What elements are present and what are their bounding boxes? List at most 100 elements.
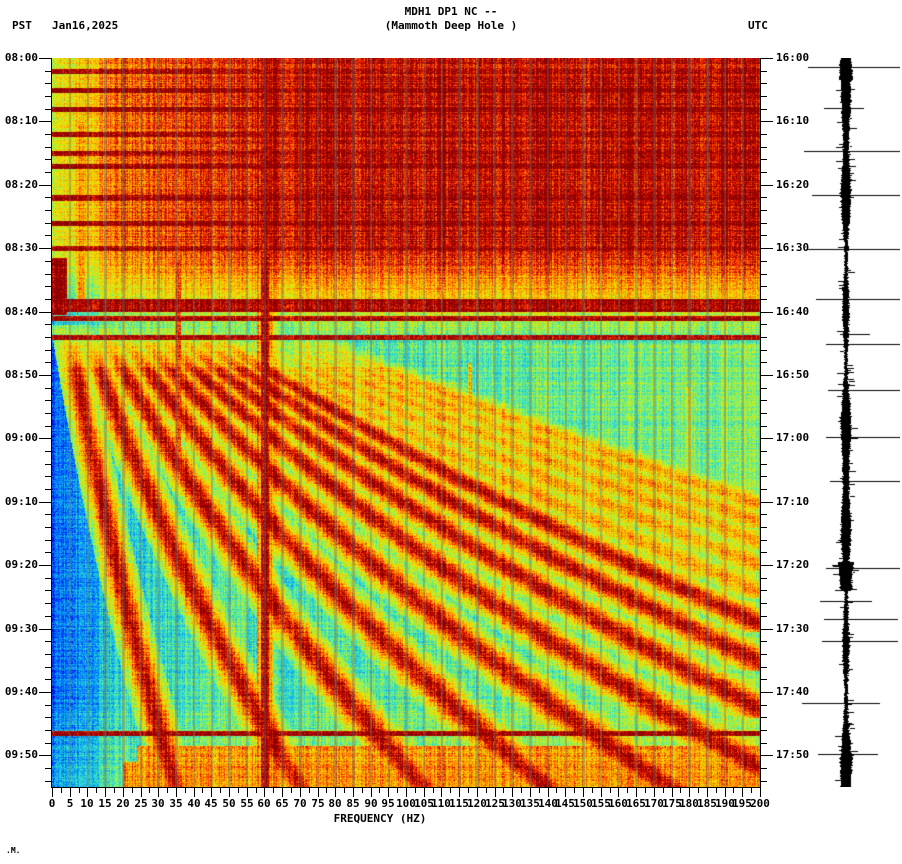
station-name-title: (Mammoth Deep Hole ) [384, 19, 518, 32]
minor-tick [45, 159, 51, 160]
minor-tick [45, 134, 51, 135]
freq-major-tick [194, 788, 195, 797]
station-code-title: MDH1 DP1 NC -- [404, 5, 498, 18]
left-time-tick-label: 08:20 [4, 178, 38, 191]
left-time-tick-label: 09:40 [4, 685, 38, 698]
freq-minor-tick [149, 788, 150, 793]
freq-major-tick [530, 788, 531, 797]
minor-tick [761, 388, 767, 389]
seismogram-trace-panel[interactable] [800, 58, 900, 787]
freq-minor-tick [202, 788, 203, 793]
y-axis-left [51, 58, 52, 788]
minor-tick [761, 426, 767, 427]
freq-major-tick [495, 788, 496, 797]
freq-tick-label: 20 [116, 797, 130, 810]
minor-tick [761, 400, 767, 401]
minor-tick [761, 223, 767, 224]
minor-tick [761, 362, 767, 363]
minor-tick [45, 717, 51, 718]
minor-tick [45, 235, 51, 236]
freq-tick-label: 30 [151, 797, 165, 810]
freq-minor-tick [273, 788, 274, 793]
right-time-tick-label: 17:50 [776, 748, 810, 761]
major-tick [39, 629, 51, 630]
freq-minor-tick [309, 788, 310, 793]
minor-tick [45, 451, 51, 452]
freq-minor-tick [486, 788, 487, 793]
freq-major-tick [618, 788, 619, 797]
freq-tick-label: 85 [346, 797, 360, 810]
minor-tick [761, 514, 767, 515]
freq-major-tick [760, 788, 761, 797]
right-time-tick-label: 17:40 [776, 685, 810, 698]
minor-tick [45, 413, 51, 414]
freq-minor-tick [167, 788, 168, 793]
freq-minor-tick [344, 788, 345, 793]
minor-tick [761, 603, 767, 604]
minor-tick [45, 679, 51, 680]
freq-tick-label: 10 [80, 797, 94, 810]
freq-major-tick [229, 788, 230, 797]
freq-major-tick [123, 788, 124, 797]
corner-mark: .M. [6, 846, 21, 855]
freq-minor-tick [185, 788, 186, 793]
minor-tick [761, 299, 767, 300]
minor-tick [761, 654, 767, 655]
minor-tick [761, 489, 767, 490]
minor-tick [45, 552, 51, 553]
minor-tick [45, 197, 51, 198]
minor-tick [761, 83, 767, 84]
freq-tick-label: 50 [222, 797, 236, 810]
minor-tick [45, 362, 51, 363]
freq-tick-label: 190 [715, 797, 735, 810]
freq-tick-label: 35 [169, 797, 183, 810]
minor-tick [761, 147, 767, 148]
freq-tick-label: 180 [679, 797, 699, 810]
freq-minor-tick [663, 788, 664, 793]
minor-tick [45, 426, 51, 427]
minor-tick [761, 274, 767, 275]
spectrogram-plot[interactable] [52, 58, 760, 787]
major-tick [39, 692, 51, 693]
freq-tick-label: 155 [591, 797, 611, 810]
freq-tick-label: 115 [449, 797, 469, 810]
left-time-tick-label: 08:40 [4, 305, 38, 318]
major-tick [39, 438, 51, 439]
minor-tick [45, 96, 51, 97]
freq-tick-label: 110 [431, 797, 451, 810]
minor-tick [45, 286, 51, 287]
minor-tick [45, 350, 51, 351]
freq-tick-label: 120 [467, 797, 487, 810]
minor-tick [45, 261, 51, 262]
freq-tick-label: 40 [187, 797, 201, 810]
freq-tick-label: 100 [396, 797, 416, 810]
right-time-tick-label: 16:50 [776, 368, 810, 381]
freq-major-tick [441, 788, 442, 797]
minor-tick [45, 400, 51, 401]
freq-tick-label: 70 [293, 797, 307, 810]
freq-major-tick [264, 788, 265, 797]
freq-major-tick [141, 788, 142, 797]
left-time-tick-label: 09:00 [4, 431, 38, 444]
minor-tick [761, 350, 767, 351]
freq-major-tick [459, 788, 460, 797]
freq-tick-label: 25 [134, 797, 148, 810]
minor-tick [45, 324, 51, 325]
major-tick [39, 248, 51, 249]
minor-tick [761, 235, 767, 236]
right-time-tick-label: 17:00 [776, 431, 810, 444]
major-tick [761, 629, 773, 630]
minor-tick [45, 274, 51, 275]
left-time-tick-label: 09:50 [4, 748, 38, 761]
freq-tick-label: 140 [538, 797, 558, 810]
freq-major-tick [211, 788, 212, 797]
freq-minor-tick [397, 788, 398, 793]
right-time-tick-label: 16:10 [776, 114, 810, 127]
freq-minor-tick [379, 788, 380, 793]
freq-major-tick [247, 788, 248, 797]
freq-tick-label: 200 [750, 797, 770, 810]
major-tick [39, 565, 51, 566]
freq-tick-label: 95 [381, 797, 395, 810]
left-time-tick-label: 08:00 [4, 51, 38, 64]
freq-minor-tick [238, 788, 239, 793]
